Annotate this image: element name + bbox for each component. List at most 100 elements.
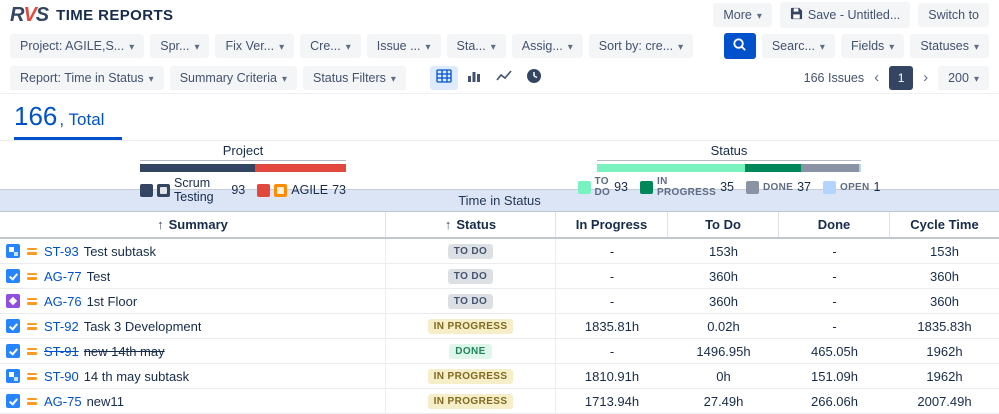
table-row[interactable]: ST-91 new 14th may DONE - 1496.95h 465.0… xyxy=(0,339,999,364)
next-page-button[interactable]: › xyxy=(923,69,929,86)
legend-swatch xyxy=(257,183,271,197)
issue-summary-link[interactable]: new 14th may xyxy=(83,343,165,359)
line-chart-view-button[interactable] xyxy=(490,66,518,90)
table-row[interactable]: ST-93 Test subtask TO DO - 153h - 153h xyxy=(0,239,999,264)
filter-bar-left: Project: AGILE,S... Spr... Fix Ver... Cr… xyxy=(10,34,694,58)
chevron-down-icon xyxy=(974,39,979,53)
filter-bar-right: Searc... Fields Statuses xyxy=(761,34,989,58)
epic-icon xyxy=(6,294,20,308)
chevron-down-icon xyxy=(491,39,496,53)
status-cell: DONE xyxy=(386,339,556,363)
issue-key-link[interactable]: ST-91 xyxy=(44,343,79,359)
column-header[interactable]: Done xyxy=(779,212,890,237)
dropdown-filter-button[interactable]: Fields xyxy=(840,34,905,58)
dropdown-filter-label: Status Filters xyxy=(312,70,386,85)
time-view-button[interactable] xyxy=(520,66,548,90)
report-bar: Report: Time in Status Summary Criteria … xyxy=(0,62,999,94)
table-row[interactable]: AG-75 new11 IN PROGRESS 1713.94h 27.49h … xyxy=(0,389,999,414)
dropdown-filter-button[interactable]: Issue ... xyxy=(366,34,441,58)
column-header[interactable]: To Do xyxy=(668,212,779,237)
chevron-down-icon xyxy=(194,39,199,53)
cycle-time-cell: 153h xyxy=(930,243,959,259)
cycle-time-cell: 1835.83h xyxy=(917,318,972,334)
issue-summary-link[interactable]: Test xyxy=(86,268,111,284)
bar-segment xyxy=(255,164,346,172)
legend-item[interactable]: OPEN 1 xyxy=(823,180,881,194)
table-row[interactable]: AG-77 Test TO DO - 360h - 360h xyxy=(0,264,999,289)
chevron-down-icon xyxy=(129,39,134,53)
dropdown-filter-button[interactable]: Statuses xyxy=(910,34,989,58)
legend-item[interactable]: Scrum Testing 93 xyxy=(140,176,245,204)
total-tab[interactable]: 166 , Total xyxy=(14,101,123,140)
issue-summary-link[interactable]: new11 xyxy=(86,393,124,409)
dropdown-filter-button[interactable]: Status Filters xyxy=(302,65,406,90)
column-header[interactable]: Cycle Time xyxy=(910,217,979,232)
in-progress-cell: 1835.81h xyxy=(584,318,640,334)
status-badge: IN PROGRESS xyxy=(427,393,514,409)
dropdown-filter-button[interactable]: Report: Time in Status xyxy=(10,65,164,90)
issue-summary-link[interactable]: 1st Floor xyxy=(86,293,138,309)
issue-key-link[interactable]: ST-93 xyxy=(44,243,79,259)
dropdown-filter-button[interactable]: Cre... xyxy=(300,34,361,58)
dropdown-filter-button[interactable]: Searc... xyxy=(761,34,835,58)
legend-item[interactable]: DONE 37 xyxy=(746,180,811,194)
switch-to-button[interactable]: Switch to xyxy=(918,3,989,27)
column-header[interactable]: In Progress xyxy=(556,212,668,237)
status-chart: Status TO DO 93 IN PROGRESS 35 DONE 37 O… xyxy=(577,143,881,198)
subtask-icon xyxy=(6,244,20,258)
cycle-time-cell: 360h xyxy=(930,293,959,309)
total-count: 166 xyxy=(14,101,58,131)
legend-item[interactable]: IN PROGRESS 35 xyxy=(640,176,734,198)
dropdown-filter-button[interactable]: Fix Ver... xyxy=(215,34,295,58)
chevron-down-icon xyxy=(149,71,154,85)
column-header[interactable]: Summary xyxy=(0,212,386,237)
project-chart: Project Scrum Testing 93 AGILE 73 xyxy=(140,143,346,204)
table-row[interactable]: ST-90 14 th may subtask IN PROGRESS 1810… xyxy=(0,364,999,389)
dropdown-filter-button[interactable]: Project: AGILE,S... xyxy=(10,34,145,58)
table-row[interactable]: ST-92 Task 3 Development IN PROGRESS 183… xyxy=(0,314,999,339)
status-cell: TO DO xyxy=(386,289,556,313)
more-button[interactable]: More xyxy=(713,3,772,27)
chevron-down-icon xyxy=(426,39,431,53)
issue-summary-link[interactable]: 14 th may subtask xyxy=(83,368,190,384)
table-row[interactable]: AG-76 1st Floor TO DO - 360h - 360h xyxy=(0,289,999,314)
save-button[interactable]: Save - Untitled... xyxy=(779,2,911,28)
dropdown-filter-button[interactable]: Spr... xyxy=(150,34,210,58)
prev-page-button[interactable]: ‹ xyxy=(874,69,880,86)
chevron-down-icon xyxy=(974,71,979,85)
cycle-time-cell: 360h xyxy=(930,268,959,284)
summary-cell: ST-91 new 14th may xyxy=(0,339,386,363)
status-badge: TO DO xyxy=(447,293,494,309)
to-do-cell: 0h xyxy=(716,368,731,384)
search-button[interactable] xyxy=(723,33,756,59)
issue-summary-link[interactable]: Task 3 Development xyxy=(83,318,202,334)
stacked-bar xyxy=(597,164,861,172)
current-page[interactable]: 1 xyxy=(889,65,914,90)
issues-count: 166 Issues xyxy=(803,70,865,85)
issue-key-link[interactable]: AG-76 xyxy=(44,293,82,309)
issue-key-link[interactable]: AG-77 xyxy=(44,268,82,284)
to-do-cell: 360h xyxy=(709,268,738,284)
search-icon xyxy=(732,37,747,55)
clock-icon xyxy=(526,68,542,87)
dropdown-filter-button[interactable]: Assig... xyxy=(511,34,583,58)
bar-chart-view-button[interactable] xyxy=(460,66,488,90)
cycle-time-cell: 1962h xyxy=(926,343,963,359)
bar-segment xyxy=(800,164,860,172)
dropdown-filter-button[interactable]: Sta... xyxy=(446,34,506,58)
dropdown-filter-button[interactable]: Sort by: cre... xyxy=(588,34,694,58)
issue-key-link[interactable]: AG-75 xyxy=(44,393,82,409)
summary-cell: ST-90 14 th may subtask xyxy=(0,364,386,388)
table-view-button[interactable] xyxy=(429,65,458,90)
legend-item[interactable]: AGILE 73 xyxy=(257,183,346,197)
legend-item[interactable]: TO DO 93 xyxy=(577,176,628,198)
done-cell: 151.09h xyxy=(811,368,858,384)
issue-key-link[interactable]: ST-92 xyxy=(44,318,79,334)
issue-key-link[interactable]: ST-90 xyxy=(44,368,79,384)
issue-summary-link[interactable]: Test subtask xyxy=(83,243,156,259)
page-size-button[interactable]: 200 xyxy=(938,65,989,90)
dropdown-filter-button[interactable]: Summary Criteria xyxy=(169,65,297,90)
column-header[interactable]: Status xyxy=(386,212,556,237)
dropdown-filter-label: Summary Criteria xyxy=(179,70,277,85)
